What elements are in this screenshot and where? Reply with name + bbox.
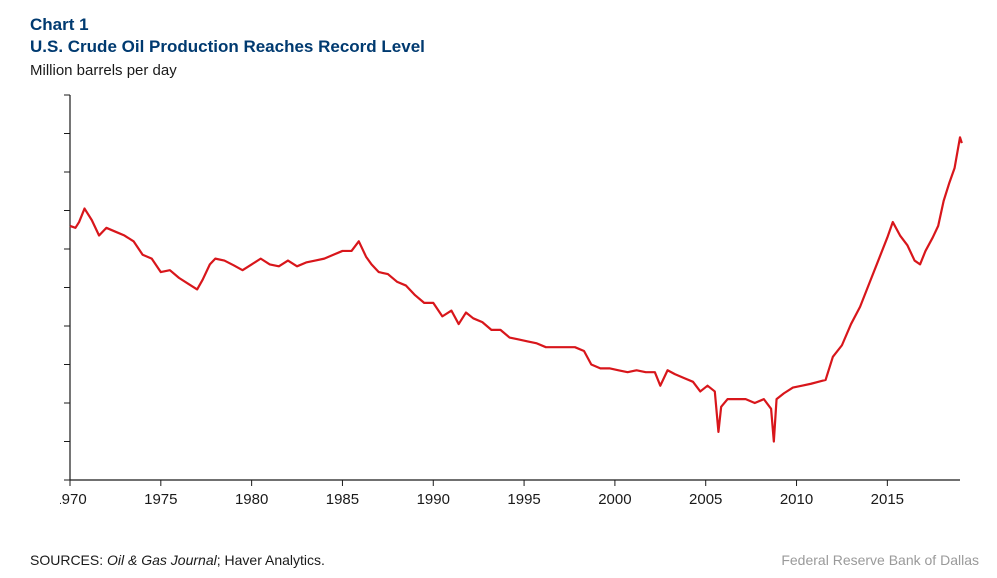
svg-text:1990: 1990	[417, 491, 450, 508]
svg-text:2005: 2005	[689, 491, 722, 508]
svg-text:1970: 1970	[60, 491, 87, 508]
sources-journal: Oil & Gas Journal	[107, 552, 217, 568]
svg-text:2000: 2000	[598, 491, 631, 508]
svg-text:2015: 2015	[871, 491, 904, 508]
svg-text:1980: 1980	[235, 491, 268, 508]
plot-area: 3456789101112131970197519801985199019952…	[60, 90, 970, 510]
chart-container: Chart 1 U.S. Crude Oil Production Reache…	[0, 0, 997, 578]
svg-text:1985: 1985	[326, 491, 359, 508]
sources-footer: SOURCES: Oil & Gas Journal; Haver Analyt…	[30, 552, 325, 568]
chart-number: Chart 1	[30, 14, 997, 36]
sources-label: SOURCES:	[30, 552, 107, 568]
attribution: Federal Reserve Bank of Dallas	[781, 552, 979, 568]
y-axis-label: Million barrels per day	[0, 58, 997, 79]
chart-title: U.S. Crude Oil Production Reaches Record…	[30, 36, 997, 58]
chart-svg: 3456789101112131970197519801985199019952…	[60, 90, 970, 510]
sources-rest: ; Haver Analytics.	[217, 552, 325, 568]
svg-text:1995: 1995	[507, 491, 540, 508]
svg-text:2010: 2010	[780, 491, 813, 508]
svg-text:1975: 1975	[144, 491, 177, 508]
chart-header: Chart 1 U.S. Crude Oil Production Reache…	[0, 0, 997, 58]
